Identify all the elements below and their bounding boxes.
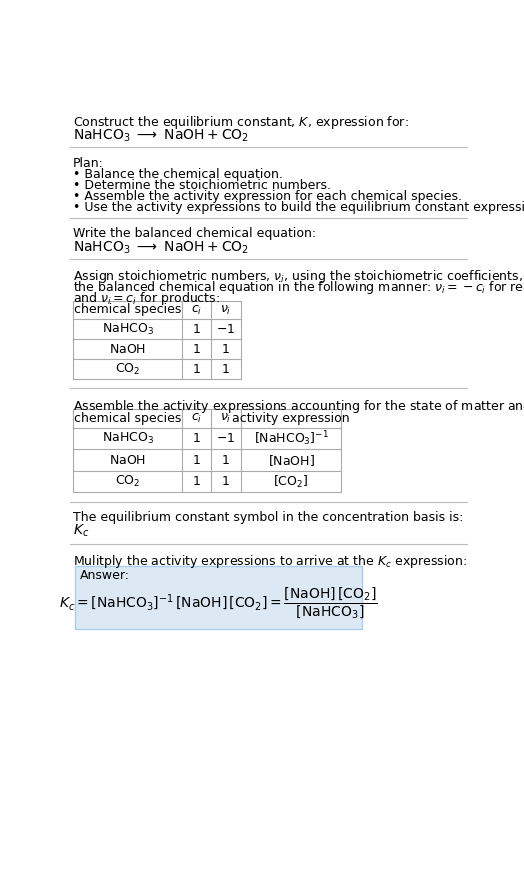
Text: $c_i$: $c_i$ bbox=[191, 412, 202, 425]
Text: 1: 1 bbox=[192, 323, 200, 336]
Text: activity expression: activity expression bbox=[232, 412, 350, 425]
Text: 1: 1 bbox=[222, 343, 230, 356]
Text: Assemble the activity expressions accounting for the state of matter and $\nu_i$: Assemble the activity expressions accoun… bbox=[73, 397, 524, 415]
Text: Write the balanced chemical equation:: Write the balanced chemical equation: bbox=[73, 227, 316, 240]
Text: $[\mathrm{NaHCO_3}]^{-1}$: $[\mathrm{NaHCO_3}]^{-1}$ bbox=[254, 429, 329, 448]
Text: $-1$: $-1$ bbox=[216, 432, 235, 445]
Text: • Use the activity expressions to build the equilibrium constant expression.: • Use the activity expressions to build … bbox=[73, 201, 524, 213]
Text: and $\nu_i = c_i$ for products:: and $\nu_i = c_i$ for products: bbox=[73, 290, 220, 307]
Text: $\mathrm{NaHCO_3}$: $\mathrm{NaHCO_3}$ bbox=[102, 431, 154, 446]
Text: Answer:: Answer: bbox=[80, 570, 130, 582]
Text: • Balance the chemical equation.: • Balance the chemical equation. bbox=[73, 168, 283, 181]
Text: 1: 1 bbox=[222, 363, 230, 376]
Text: $\nu_i$: $\nu_i$ bbox=[220, 412, 232, 425]
Text: $\mathrm{NaHCO_3}\ \longrightarrow\ \mathrm{NaOH + CO_2}$: $\mathrm{NaHCO_3}\ \longrightarrow\ \mat… bbox=[73, 127, 249, 144]
Text: The equilibrium constant symbol in the concentration basis is:: The equilibrium constant symbol in the c… bbox=[73, 511, 464, 524]
Text: Mulitply the activity expressions to arrive at the $K_c$ expression:: Mulitply the activity expressions to arr… bbox=[73, 553, 467, 570]
Text: 1: 1 bbox=[192, 475, 200, 488]
Text: $K_c = [\mathrm{NaHCO_3}]^{-1}\,[\mathrm{NaOH}]\,[\mathrm{CO_2}] = \dfrac{[\math: $K_c = [\mathrm{NaHCO_3}]^{-1}\,[\mathrm… bbox=[59, 586, 377, 621]
Text: Plan:: Plan: bbox=[73, 156, 104, 170]
Text: 1: 1 bbox=[192, 432, 200, 445]
Text: the balanced chemical equation in the following manner: $\nu_i = -c_i$ for react: the balanced chemical equation in the fo… bbox=[73, 279, 524, 296]
Text: $\mathrm{NaHCO_3}$: $\mathrm{NaHCO_3}$ bbox=[102, 322, 154, 337]
Text: • Determine the stoichiometric numbers.: • Determine the stoichiometric numbers. bbox=[73, 179, 331, 192]
Text: $\mathrm{CO_2}$: $\mathrm{CO_2}$ bbox=[115, 362, 140, 377]
Text: 1: 1 bbox=[192, 363, 200, 376]
Text: 1: 1 bbox=[192, 453, 200, 467]
Text: $-1$: $-1$ bbox=[216, 323, 235, 336]
Text: $\mathrm{NaHCO_3}\ \longrightarrow\ \mathrm{NaOH + CO_2}$: $\mathrm{NaHCO_3}\ \longrightarrow\ \mat… bbox=[73, 239, 249, 255]
Bar bbox=[73, 300, 241, 380]
Text: chemical species: chemical species bbox=[74, 412, 181, 425]
Text: $\mathrm{NaOH}$: $\mathrm{NaOH}$ bbox=[109, 453, 146, 467]
Text: $[\mathrm{NaOH}]$: $[\mathrm{NaOH}]$ bbox=[268, 453, 314, 468]
Text: • Assemble the activity expression for each chemical species.: • Assemble the activity expression for e… bbox=[73, 190, 462, 203]
Text: 1: 1 bbox=[222, 453, 230, 467]
Text: $K_c$: $K_c$ bbox=[73, 523, 90, 539]
Text: $[\mathrm{CO_2}]$: $[\mathrm{CO_2}]$ bbox=[274, 474, 309, 490]
Text: chemical species: chemical species bbox=[74, 303, 181, 316]
Text: 1: 1 bbox=[192, 343, 200, 356]
Text: $c_i$: $c_i$ bbox=[191, 303, 202, 316]
Text: $\mathrm{NaOH}$: $\mathrm{NaOH}$ bbox=[109, 343, 146, 356]
Text: 1: 1 bbox=[222, 475, 230, 488]
Text: $\nu_i$: $\nu_i$ bbox=[220, 303, 232, 316]
Bar bbox=[73, 409, 342, 493]
Bar bbox=[75, 565, 362, 629]
Text: Construct the equilibrium constant, $K$, expression for:: Construct the equilibrium constant, $K$,… bbox=[73, 115, 409, 132]
Text: Assign stoichiometric numbers, $\nu_i$, using the stoichiometric coefficients, $: Assign stoichiometric numbers, $\nu_i$, … bbox=[73, 268, 524, 285]
Text: $\mathrm{CO_2}$: $\mathrm{CO_2}$ bbox=[115, 474, 140, 489]
